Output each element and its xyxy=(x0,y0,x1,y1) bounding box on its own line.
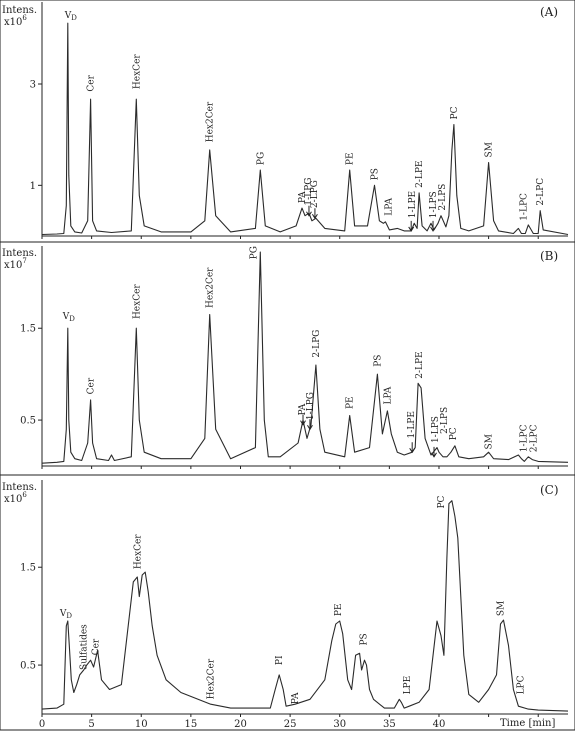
peak-label: PS xyxy=(373,355,383,367)
peak-arrow xyxy=(306,205,312,217)
peak-arrow xyxy=(431,446,437,458)
peak-arrow xyxy=(408,220,415,232)
panel-a-ytick-label: 3 xyxy=(30,80,36,91)
panel-b-letter: (B) xyxy=(540,249,558,263)
peak-label: 1-LPE xyxy=(407,411,417,438)
x-tick-label: 0 xyxy=(39,719,45,730)
peak-arrow xyxy=(409,442,416,454)
panel-a-yscale: x106 xyxy=(4,14,27,28)
x-tick-label: 30 xyxy=(333,719,346,730)
peak-label: 1-LPS xyxy=(429,191,439,218)
peak-label: Cer xyxy=(87,74,97,91)
panel-c-ylabel: Intens. xyxy=(2,482,37,493)
peak-label: SM xyxy=(485,142,495,157)
peak-arrow xyxy=(430,220,436,232)
peak-label: PG xyxy=(249,246,259,259)
peak-label: 2-LPS xyxy=(438,184,448,211)
peak-label: Hex2Cer xyxy=(206,101,216,142)
peak-label: Cer xyxy=(87,377,97,394)
peak-label: PA xyxy=(298,403,308,415)
panel-c-ytick-label: 0.5 xyxy=(20,661,36,672)
peak-label: 1-LPE xyxy=(408,191,418,218)
panel-a-ylabel: Intens. xyxy=(2,5,37,16)
peak-label: PE xyxy=(334,604,344,617)
peak-label: PC xyxy=(450,106,460,119)
peak-label: PI xyxy=(275,655,285,665)
panel-c-trace xyxy=(41,500,569,712)
x-tick-label: 35 xyxy=(383,719,396,730)
peak-label: PC xyxy=(437,495,447,508)
peak-label: LPA xyxy=(384,198,394,216)
peak-label: 1-LPC xyxy=(519,193,529,221)
peak-label: SM xyxy=(485,434,495,449)
peak-label: 2-LPE xyxy=(415,351,425,378)
x-tick-label: 25 xyxy=(284,719,297,730)
panel-b-trace xyxy=(41,251,569,464)
peak-label: 1-LPG xyxy=(306,392,316,420)
peak-label: PA xyxy=(298,191,308,203)
panel-a-trace xyxy=(41,22,569,236)
panel-c-frame xyxy=(0,474,575,731)
peak-label: Cer xyxy=(92,638,102,655)
peak-label: SM xyxy=(497,601,507,616)
peak-arrow xyxy=(300,414,306,426)
peak-label: 2-LPC xyxy=(529,424,539,452)
panel-a-frame xyxy=(0,0,575,243)
peak-label: HexCer xyxy=(133,534,143,569)
peak-label: 2-LPG xyxy=(312,330,322,358)
x-tick-label: 10 xyxy=(135,719,148,730)
peak-label: LPE xyxy=(403,676,413,695)
x-tick-label: 20 xyxy=(234,719,247,730)
panel-c-ytick-label: 1.5 xyxy=(20,563,36,574)
peak-label: HexCer xyxy=(132,284,142,319)
x-tick-label: 5 xyxy=(88,719,94,730)
panel-c-yscale: x106 xyxy=(4,491,27,505)
peak-label: Sulfatides xyxy=(80,624,90,670)
x-axis-label: Time [min] xyxy=(500,718,555,729)
peak-label: 1-LPC xyxy=(519,424,529,452)
peak-label: LPC xyxy=(516,675,526,694)
x-tick-label: 15 xyxy=(185,719,198,730)
panel-a-ytick-label: 1 xyxy=(30,181,36,192)
peak-label: 2-LPC xyxy=(536,178,546,206)
peak-label: Hex2Cer xyxy=(206,267,216,308)
peak-label: PE xyxy=(346,396,356,409)
peak-label: 2-LPG xyxy=(310,180,320,208)
peak-label: PS xyxy=(370,168,380,180)
peak-label: PE xyxy=(346,152,356,165)
peak-label: 1-LPG xyxy=(304,178,314,206)
peak-label: VD xyxy=(62,312,76,323)
peak-label: VD xyxy=(64,11,78,22)
panel-b-ytick-label: 0.5 xyxy=(20,416,36,427)
peak-arrow xyxy=(312,208,318,220)
peak-label: HexCer xyxy=(132,54,142,89)
panel-a-letter: (A) xyxy=(540,5,558,19)
peak-label: PG xyxy=(256,152,266,165)
panel-c-letter: (C) xyxy=(540,483,559,497)
peak-label: PA xyxy=(291,692,301,704)
peak-label: PC xyxy=(449,427,459,440)
peak-label: 2-LPE xyxy=(415,160,425,187)
peak-label: VD xyxy=(59,609,73,620)
panel-b-yscale: x107 xyxy=(4,257,27,271)
peak-label: LPA xyxy=(383,386,393,404)
panel-b-ytick-label: 1.5 xyxy=(20,324,36,335)
peak-label: 1-LPS xyxy=(431,416,441,443)
peak-arrow xyxy=(307,419,313,431)
peak-label: PS xyxy=(360,633,370,645)
panel-b-ylabel: Intens. xyxy=(2,248,37,259)
peak-label: 2-LPS xyxy=(440,407,450,434)
peak-label: Hex2Cer xyxy=(207,658,217,699)
x-tick-label: 40 xyxy=(433,719,446,730)
